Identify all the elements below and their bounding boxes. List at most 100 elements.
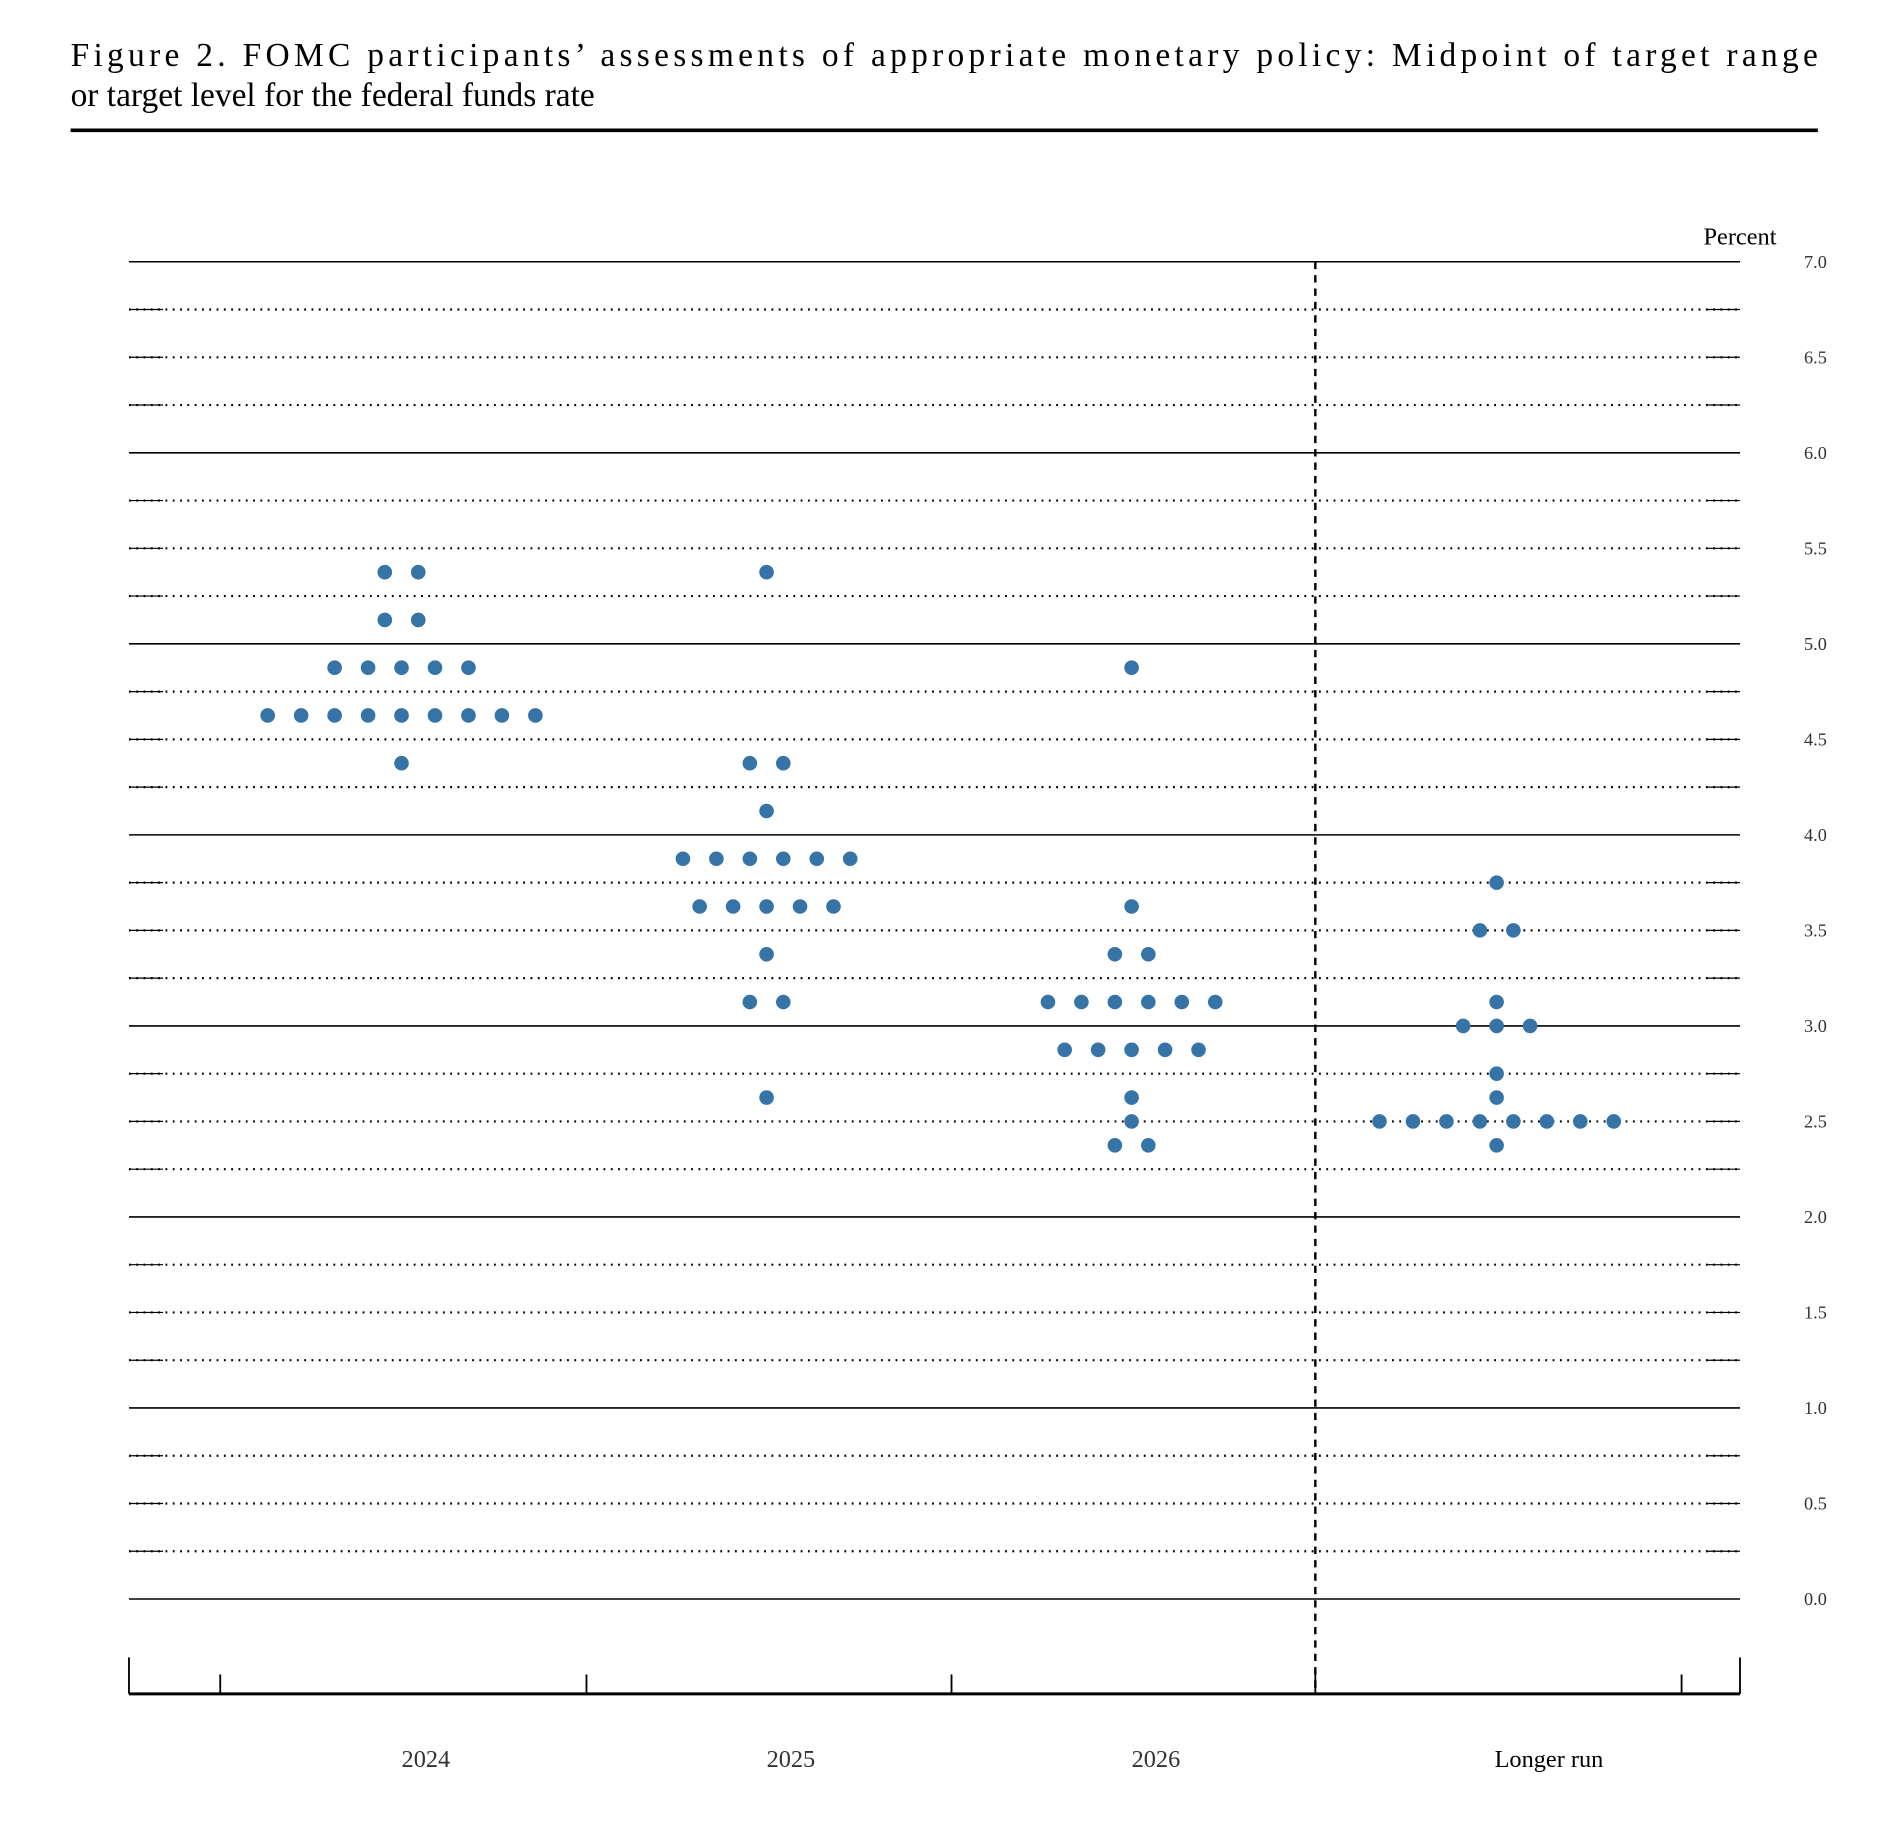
dot-2024 xyxy=(377,564,393,580)
dot-2025 xyxy=(759,899,774,914)
y-tick-label: 5.0 xyxy=(1804,634,1827,654)
dot-2024 xyxy=(528,708,543,723)
dot-2026 xyxy=(1141,1137,1156,1153)
dot-2026 xyxy=(1124,660,1139,676)
dot-2026 xyxy=(1124,1114,1139,1129)
dot-2024 xyxy=(461,660,476,676)
y-tick-label: 1.5 xyxy=(1804,1303,1827,1323)
dot-2026 xyxy=(1040,994,1056,1010)
dot-2025 xyxy=(775,755,791,771)
dot-2025 xyxy=(759,564,774,580)
dot-2024 xyxy=(394,755,409,771)
dot-2024 xyxy=(360,708,376,723)
dot-2024 xyxy=(427,660,443,676)
y-tick-label: 0.0 xyxy=(1804,1589,1827,1609)
dot-2025 xyxy=(675,851,691,867)
y-tick-labels: 0.0 0.5 1.0 1.5 2.0 2.5 3.0 3.5 4.0 4.5 5.0 5.5 6.0 6… xyxy=(1804,252,1827,1609)
dot-2026 xyxy=(1124,1090,1139,1105)
dot-2026 xyxy=(1107,1137,1123,1153)
y-tick-label: 4.0 xyxy=(1804,825,1827,845)
dot-longer-run xyxy=(1489,1066,1504,1081)
dot-2026 xyxy=(1157,1042,1173,1058)
y-tick-label: 1.0 xyxy=(1804,1398,1827,1418)
dot-2024 xyxy=(394,660,409,676)
y-tick-label: 7.0 xyxy=(1804,252,1827,272)
dot-2026 xyxy=(1124,899,1139,914)
dot-longer-run xyxy=(1572,1114,1588,1129)
dot-2025 xyxy=(742,755,758,771)
dot-2026 xyxy=(1074,994,1089,1010)
dot-2025 xyxy=(692,899,707,914)
y-tick-label: 3.0 xyxy=(1804,1016,1827,1036)
dot-2024 xyxy=(494,708,510,723)
y-tick-label: 5.5 xyxy=(1804,538,1827,558)
dot-2025 xyxy=(809,851,825,867)
y-tick-label: 6.0 xyxy=(1804,443,1827,463)
dot-2026 xyxy=(1057,1042,1072,1058)
dot-longer-run xyxy=(1439,1114,1454,1129)
figure-title-line-2: or target level for the federal funds ra… xyxy=(71,77,595,114)
dot-longer-run xyxy=(1522,1018,1538,1034)
dot-2024 xyxy=(410,612,426,628)
dot-2024 xyxy=(410,564,426,580)
dot-2025 xyxy=(842,851,858,867)
dot-longer-run xyxy=(1372,1114,1387,1129)
dot-2025 xyxy=(742,994,758,1010)
y-tick-label: 0.5 xyxy=(1804,1494,1827,1514)
dot-2025 xyxy=(759,803,774,819)
dot-longer-run xyxy=(1455,1018,1471,1034)
dot-2026 xyxy=(1191,1042,1206,1058)
x-axis: 2024 2025 2026 Longer run xyxy=(128,1657,1741,1773)
dot-2025 xyxy=(709,851,724,867)
dot-longer-run xyxy=(1472,923,1488,938)
dot-2024 xyxy=(377,612,393,628)
dot-2026 xyxy=(1174,994,1190,1010)
y-axis-unit-label: Percent xyxy=(1704,224,1777,251)
dot-longer-run xyxy=(1472,1114,1488,1129)
dot-2025 xyxy=(725,899,741,914)
y-tick-label: 4.5 xyxy=(1804,729,1827,749)
dot-longer-run xyxy=(1506,923,1521,938)
dot-longer-run xyxy=(1606,1114,1622,1129)
dot-2025 xyxy=(775,851,791,867)
dot-2024 xyxy=(360,660,376,676)
dot-2025 xyxy=(759,946,774,962)
dot-2024 xyxy=(327,660,342,676)
dots xyxy=(260,564,1622,1153)
dot-2026 xyxy=(1107,994,1123,1010)
gridlines xyxy=(128,260,1740,1600)
y-tick-label: 3.5 xyxy=(1804,920,1827,940)
dot-2024 xyxy=(394,708,409,723)
figure-title-line-1: Figure 2. FOMC participants’ assessments… xyxy=(71,37,1818,74)
dot-longer-run xyxy=(1489,1090,1504,1105)
dot-longer-run xyxy=(1489,875,1504,890)
x-tick-label: Longer run xyxy=(1495,1746,1604,1773)
dot-2026 xyxy=(1090,1042,1106,1058)
dot-2024 xyxy=(293,708,309,723)
dot-2024 xyxy=(427,708,443,723)
dot-2024 xyxy=(327,708,342,723)
dot-longer-run xyxy=(1405,1114,1421,1129)
dot-2024 xyxy=(461,708,476,723)
dot-2024 xyxy=(260,708,275,723)
x-tick-label: 2025 xyxy=(767,1746,816,1773)
dot-2025 xyxy=(742,851,758,867)
dot-2025 xyxy=(775,994,791,1010)
dot-2026 xyxy=(1141,994,1156,1010)
dot-2026 xyxy=(1124,1042,1139,1058)
x-tick-label: 2026 xyxy=(1132,1746,1181,1773)
dot-2025 xyxy=(826,899,841,914)
x-tick-label: 2024 xyxy=(402,1746,451,1773)
dot-2025 xyxy=(792,899,808,914)
dot-2026 xyxy=(1207,994,1223,1010)
dot-2026 xyxy=(1107,946,1123,962)
y-tick-label: 2.0 xyxy=(1804,1207,1827,1227)
dot-longer-run xyxy=(1489,994,1504,1010)
dot-longer-run xyxy=(1506,1114,1521,1129)
y-tick-label: 2.5 xyxy=(1804,1112,1827,1132)
dot-longer-run xyxy=(1489,1137,1504,1153)
dot-longer-run xyxy=(1489,1018,1504,1034)
dot-longer-run xyxy=(1539,1114,1555,1129)
dot-2025 xyxy=(759,1090,774,1105)
